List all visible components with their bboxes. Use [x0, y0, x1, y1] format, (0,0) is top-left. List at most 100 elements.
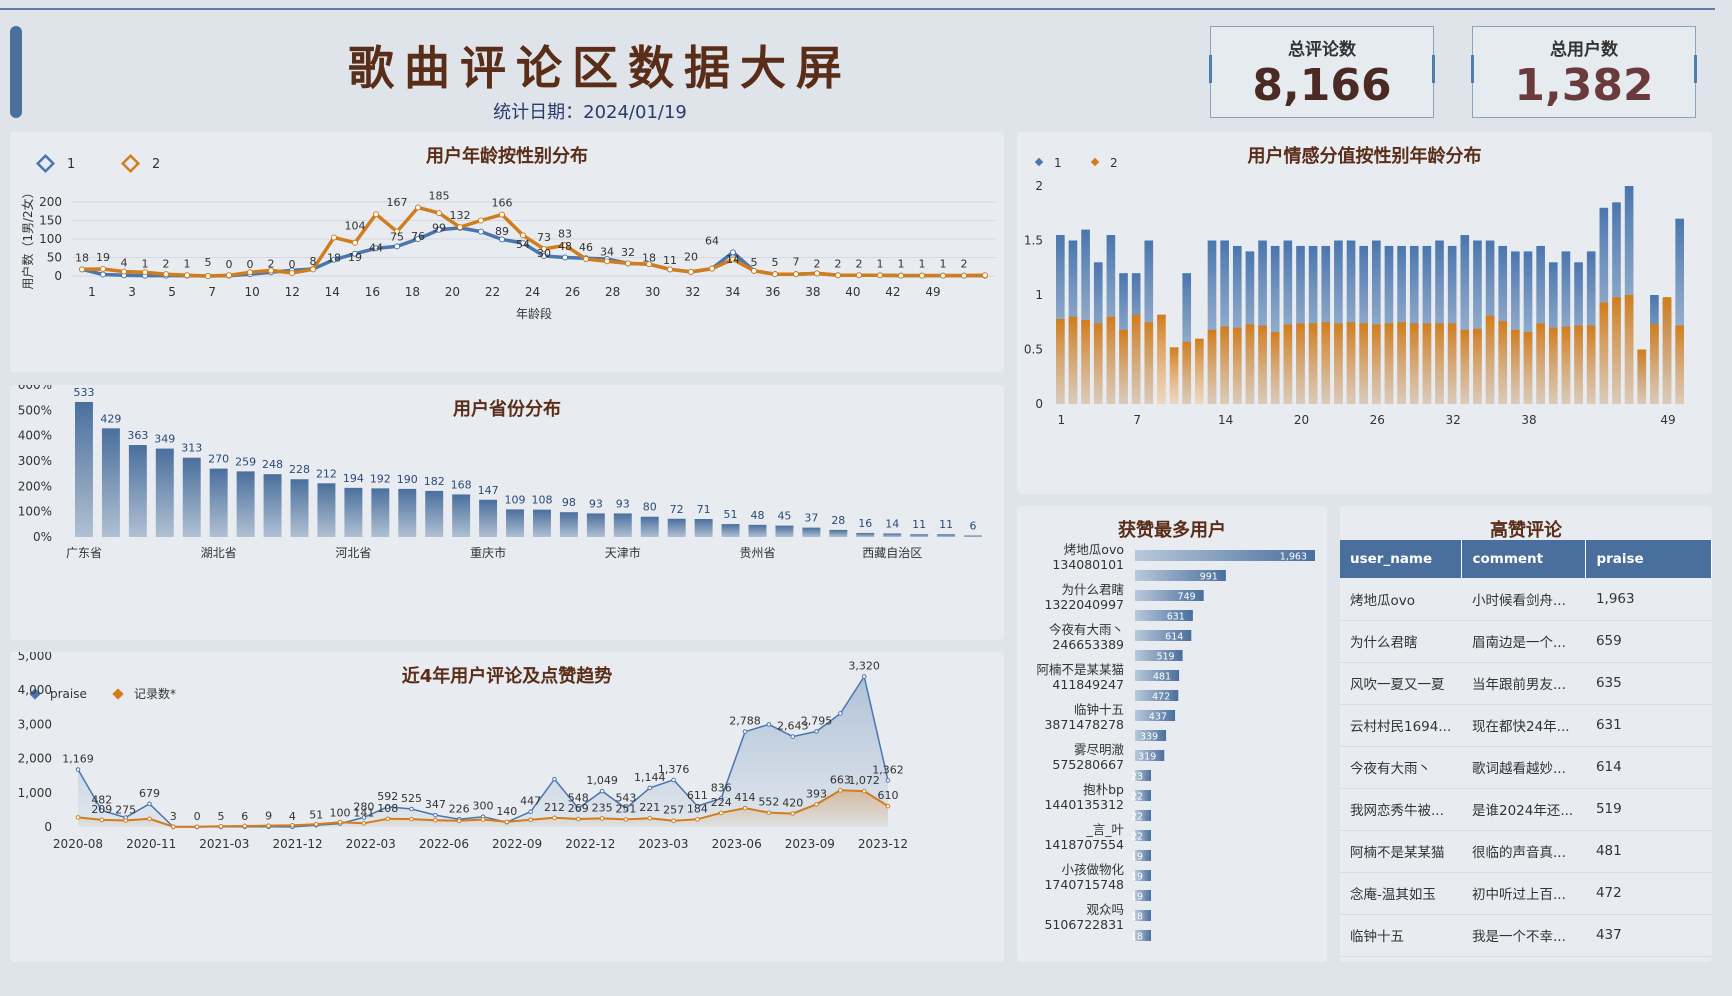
data-label-praise: 3: [170, 810, 177, 823]
data-label: 2: [856, 257, 863, 270]
table-row[interactable]: 风吹一夏又一夏 当年跟前男友... 635: [1340, 662, 1712, 705]
data-point: [790, 734, 796, 739]
data-point: [268, 267, 274, 274]
sentiment-bar-2: [1548, 327, 1558, 404]
comments-table: user_name comment praise 烤地瓜ovo 小时候看剑舟...…: [1340, 540, 1712, 957]
data-label: 76: [411, 230, 425, 243]
bar-value-label: 481: [1153, 672, 1171, 683]
sentiment-bar-chart[interactable]: 1 200.511.521 7 14 20 26 32 38 49: [1017, 132, 1712, 494]
x-tick-label: 2021-12: [272, 837, 322, 851]
sentiment-bar-2: [1182, 341, 1192, 404]
province-bar-chart[interactable]: 0% 100% 200% 300% 400% 500% 600% 533 429 363 349 31…: [10, 385, 1004, 640]
bar-value-label: 93: [589, 497, 603, 510]
data-point: [583, 255, 589, 262]
user-id-label: 1740715748: [1044, 877, 1124, 892]
table-row[interactable]: 我网恋秀牛被... 是谁2024年还... 519: [1340, 788, 1712, 831]
x-tick-label: 22: [485, 285, 500, 299]
data-point: [385, 816, 391, 822]
sentiment-bar-1: [1372, 240, 1381, 404]
data-point: [478, 228, 484, 235]
sentiment-bar-2: [1346, 322, 1356, 404]
x-tick-label: 18: [405, 285, 420, 299]
data-point: [361, 815, 367, 820]
data-point: [604, 258, 610, 265]
x-tick-label: 河北省: [335, 546, 371, 560]
data-label: 1: [940, 258, 947, 271]
data-point: [436, 226, 442, 233]
province-bar: [533, 509, 551, 537]
bar-value-label: 108: [531, 494, 552, 507]
table-row[interactable]: 烤地瓜ovo 小时候看剑舟... 1,963: [1340, 578, 1712, 621]
user-bar: [1135, 650, 1183, 661]
data-label: 104: [345, 220, 366, 233]
user-bar: [1135, 590, 1204, 601]
data-point: [266, 823, 271, 828]
data-label: 5: [751, 256, 758, 269]
data-point: [528, 809, 533, 815]
data-point: [528, 817, 533, 823]
data-point: [562, 254, 568, 261]
table-row[interactable]: 云村村民1694... 现在都快24年... 631: [1340, 704, 1712, 747]
top-users-bar-chart[interactable]: 1,963 991 749 631 614 519 481 472 437 339 319 23 22 2…: [1017, 506, 1327, 962]
province-bar: [883, 533, 902, 537]
bar-value-label: 72: [670, 503, 684, 516]
province-bar: [640, 516, 659, 537]
table-row[interactable]: 为什么君瞎 眉南边是一个... 659: [1340, 620, 1712, 663]
user-bar: [1135, 550, 1315, 561]
data-label-count: 420: [782, 797, 803, 810]
data-point: [409, 806, 414, 812]
data-point: [730, 256, 736, 263]
data-point: [121, 268, 127, 275]
user-bar: [1135, 710, 1176, 721]
sentiment-bar-1: [1220, 240, 1229, 404]
province-bar: [398, 488, 417, 537]
data-label: 99: [432, 221, 446, 234]
cell-user-name: 风吹一夏又一夏: [1340, 662, 1462, 705]
column-header-praise[interactable]: praise: [1585, 540, 1712, 578]
table-row[interactable]: 今夜有大雨丶 歌词越看越妙... 614: [1340, 746, 1712, 789]
column-header-comment[interactable]: comment: [1461, 540, 1587, 578]
data-label: 1: [898, 258, 905, 271]
y-tick-label: 4,000: [18, 683, 52, 697]
data-label: 20: [684, 251, 698, 264]
x-tick-label: 天津市: [605, 545, 641, 560]
y-axis-title: 用户数（1男/2女）: [20, 186, 35, 289]
sentiment-bar-2: [1334, 323, 1343, 404]
top-divider: [0, 8, 1715, 10]
table-row[interactable]: 阿楠不是某某猫 很临的声音真... 481: [1340, 830, 1712, 873]
bar-value-label: 319: [1138, 752, 1156, 763]
table-header-row: user_name comment praise: [1340, 540, 1712, 578]
data-point: [394, 228, 400, 235]
x-tick-label: 2023-12: [858, 837, 908, 851]
sentiment-bar-2: [1068, 316, 1078, 404]
data-label: 14: [726, 253, 740, 266]
sentiment-bar-2: [1169, 347, 1179, 404]
data-point: [552, 776, 557, 782]
cell-praise: 659: [1585, 620, 1712, 663]
sentiment-bar-2: [1207, 329, 1217, 404]
panel-top-comments: 高赞评论 user_name comment praise 烤地瓜ovo 小时候看…: [1340, 506, 1712, 962]
sentiment-bar-2: [1144, 322, 1154, 404]
data-point: [99, 808, 105, 813]
table-row[interactable]: 念庵-温其如玉 初中听过上百... 472: [1340, 872, 1712, 915]
sentiment-bar-2: [1321, 322, 1331, 404]
sentiment-bar-2: [1384, 323, 1394, 404]
bar-value-label: 614: [1165, 632, 1183, 643]
data-point: [814, 802, 819, 807]
data-label-praise: 543: [615, 791, 636, 804]
data-label-praise: 300: [473, 800, 494, 813]
kpi-value: 1,382: [1514, 60, 1654, 111]
table-row[interactable]: 临钟十五 我是一个不幸... 437: [1340, 914, 1712, 957]
x-tick-label: 14: [1218, 413, 1233, 427]
sentiment-bar-2: [1460, 329, 1470, 404]
data-point: [352, 250, 358, 257]
legend-label: 2: [1110, 156, 1118, 170]
y-tick-label: 0: [1035, 397, 1043, 411]
column-header-user-name[interactable]: user_name: [1340, 540, 1463, 578]
bar-value-label: 98: [562, 496, 576, 509]
trend-area-chart[interactable]: praise 记录数* 0 1,000 2,000 3,000 4,000 5,000 2020…: [10, 652, 1004, 962]
bar-value-label: 519: [1156, 652, 1174, 663]
panel-title: 用户情感分值按性别年龄分布: [1247, 146, 1482, 167]
y-tick-label: 2: [1035, 179, 1043, 193]
